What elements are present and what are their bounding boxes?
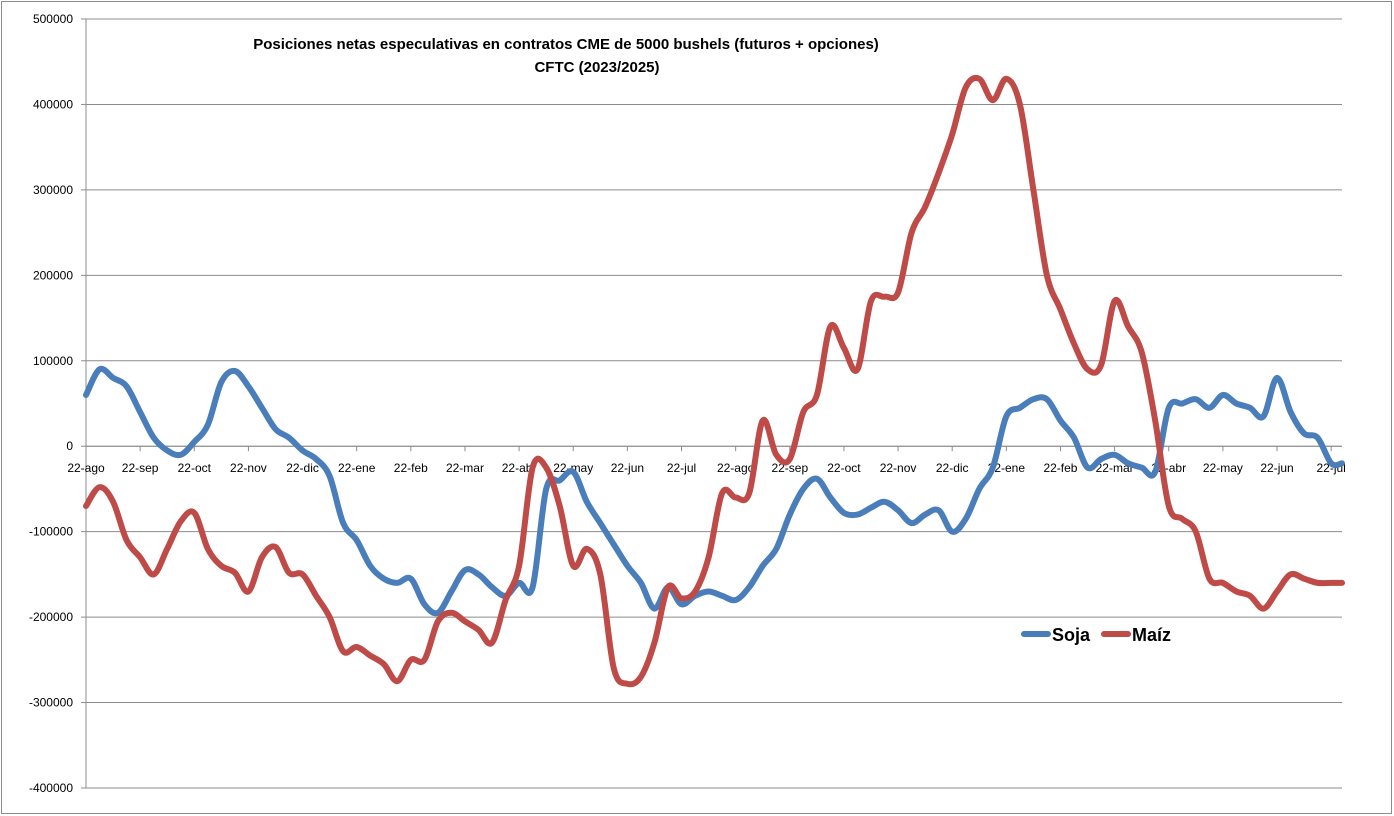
y-tick-label: 100000 — [33, 354, 73, 368]
x-tick-label: 22-dic — [936, 461, 969, 475]
x-tick-label: 22-ene — [338, 461, 376, 475]
series-line-soja — [83, 365, 1345, 617]
x-tick-label: 22-oct — [827, 461, 861, 475]
x-tick-label: 22-sep — [771, 461, 808, 475]
x-tick-label: 22-feb — [1043, 461, 1077, 475]
series-line-maiz — [83, 74, 1345, 688]
y-tick-label: 0 — [66, 439, 73, 453]
y-tick-label: 300000 — [33, 183, 73, 197]
x-axis-ticks: 22-ago 22-sep 22-oct 22-nov 22-dic 22-ene 22-f… — [67, 446, 1346, 475]
y-tick-label: 500000 — [33, 12, 73, 26]
y-tick-label: -300000 — [29, 696, 73, 710]
x-tick-label: 22-jun — [611, 461, 644, 475]
x-tick-label: 22-jul — [667, 461, 696, 475]
x-tick-label: 22-ene — [988, 461, 1026, 475]
y-tick-label: 200000 — [33, 268, 73, 282]
x-tick-label: 22-ago — [717, 461, 755, 475]
x-tick-label: 22-abr — [502, 461, 537, 475]
x-tick-label: 22-jun — [1260, 461, 1293, 475]
x-tick-label: 22-may — [1203, 461, 1243, 475]
legend-label-soja: Soja — [1052, 625, 1091, 645]
series-lines — [83, 74, 1345, 688]
x-tick-label: 22-feb — [394, 461, 428, 475]
x-tick-label: 22-oct — [178, 461, 212, 475]
y-tick-label: -200000 — [29, 610, 73, 624]
x-tick-label: 22-ago — [67, 461, 105, 475]
y-tick-label: -100000 — [29, 525, 73, 539]
x-tick-label: 22-may — [553, 461, 593, 475]
legend-label-maiz: Maíz — [1132, 625, 1171, 645]
x-tick-label: 22-mar — [1096, 461, 1134, 475]
chart-subtitle: CFTC (2023/2025) — [534, 59, 659, 76]
x-tick-label: 22-sep — [122, 461, 159, 475]
y-tick-label: -400000 — [29, 781, 73, 795]
x-tick-label: 22-dic — [286, 461, 319, 475]
x-tick-label: 22-nov — [880, 461, 917, 475]
chart-title: Posiciones netas especulativas en contra… — [253, 36, 879, 53]
x-tick-label: 22-mar — [446, 461, 484, 475]
y-tick-label: 400000 — [33, 97, 73, 111]
x-tick-label: 22-nov — [230, 461, 267, 475]
y-axis-ticks: 500000 400000 300000 200000 100000 0 -100000 -2… — [29, 12, 86, 795]
legend: Soja Maíz — [1021, 625, 1171, 645]
